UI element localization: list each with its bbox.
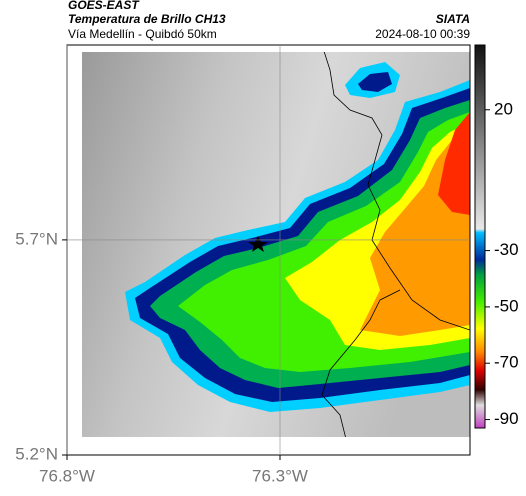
cold-cloud xyxy=(358,72,392,92)
subtitle: Temperatura de Brillo CH13 xyxy=(68,12,226,26)
station-marker xyxy=(248,236,268,252)
x-tick-label: 76.3°W xyxy=(252,466,308,485)
y-tick-label: 5.2°N xyxy=(15,444,58,463)
datetime: 2024-08-10 00:39 xyxy=(375,27,470,41)
raster xyxy=(82,52,470,437)
colorbar-tick-label: 20 xyxy=(494,99,513,118)
colorbar xyxy=(474,44,486,429)
cold-cloud xyxy=(438,112,470,215)
source: SIATA xyxy=(436,12,470,26)
title: GOES-EAST xyxy=(68,0,140,12)
x-tick-label: 76.8°W xyxy=(39,466,95,485)
colorbar-tick-label: -70 xyxy=(494,353,519,372)
border xyxy=(321,52,470,437)
y-tick-label: 5.7°N xyxy=(15,229,58,248)
colorbar-tick-label: -50 xyxy=(494,296,519,315)
colorbar-tick-label: -90 xyxy=(494,409,519,428)
region: Vía Medellín - Quibdó 50km xyxy=(68,27,217,41)
colorbar-tick-label: -30 xyxy=(494,240,519,259)
